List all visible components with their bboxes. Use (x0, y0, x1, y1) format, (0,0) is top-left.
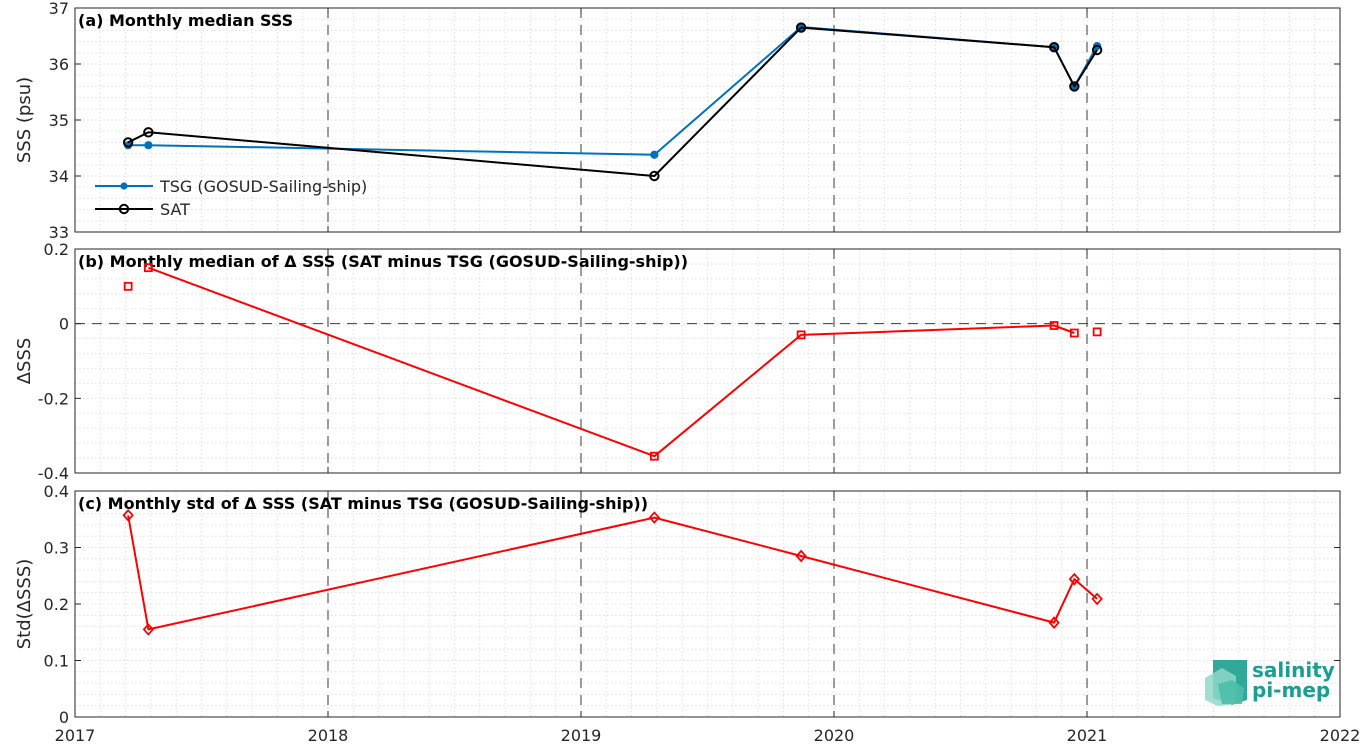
grid (74, 7, 1341, 233)
series-1 (122, 22, 1103, 182)
data-point (1069, 81, 1080, 92)
y-axis-label: SSS (psu) (14, 77, 35, 163)
plot-frame (74, 248, 1341, 474)
y-tick-label: 35 (49, 111, 69, 130)
y-tick-label: 0.3 (44, 539, 69, 558)
x-tick-label: 2022 (1320, 726, 1361, 745)
y-tick-label: -0.2 (38, 389, 69, 408)
data-point (123, 281, 133, 291)
legend-marker (120, 182, 128, 190)
data-point (144, 141, 153, 150)
legend-marker (118, 203, 130, 215)
x-axis-labels: 2017 2018 2019 2020 2021 2022 (55, 726, 1361, 745)
data-point (1048, 42, 1060, 53)
data-point (795, 549, 807, 563)
panel-a: 33 34 35 36 37 SSS (psu) (a) Monthly median SS… (14, 0, 1341, 242)
data-point (649, 170, 660, 182)
y-axis-label: ΔSSS (14, 338, 35, 385)
data-point (143, 263, 153, 273)
x-tick-label: 2020 (814, 726, 855, 745)
logo-mark-icon (1205, 660, 1247, 706)
grid (74, 490, 1341, 718)
y-tick-label: 33 (49, 223, 69, 242)
y-tick-label: -0.4 (38, 464, 69, 483)
data-point (795, 22, 807, 33)
data-point (122, 508, 134, 522)
y-tick-label: 0 (59, 708, 69, 727)
salinity-pimep-logo: salinity pi-mep (1205, 658, 1335, 706)
logo-text-line2: pi-mep (1252, 678, 1330, 702)
logo-text-line1: salinity (1252, 658, 1335, 682)
data-point (1091, 44, 1103, 56)
x-tick-label: 2021 (1067, 726, 1108, 745)
data-point (1048, 616, 1060, 629)
legend-label: SAT (160, 200, 190, 219)
series-0 (123, 263, 1102, 461)
panel-title: (a) Monthly median SSS (78, 11, 293, 30)
data-point (143, 127, 154, 138)
series-line (127, 515, 1098, 631)
series-line (127, 26, 1098, 177)
y-tick-label: 0 (59, 315, 69, 334)
panel-c: 0 0.1 0.2 0.3 0.4 Std(ΔSSS) (c) Monthly std of… (14, 482, 1341, 727)
y-tick-label: 0.2 (44, 240, 69, 259)
panel-title: (b) Monthly median of Δ SSS (SAT minus T… (78, 252, 688, 271)
grid (74, 248, 1341, 474)
data-point (1068, 572, 1081, 586)
data-point (1049, 321, 1059, 330)
data-point (648, 511, 661, 524)
y-tick-label: 0.4 (44, 482, 69, 501)
legend-label: TSG (GOSUD-Sailing-ship) (159, 177, 367, 196)
x-tick-label: 2019 (561, 726, 602, 745)
legend: TSG (GOSUD-Sailing-ship) SAT (95, 177, 367, 219)
data-point (142, 623, 155, 636)
y-tick-label: 37 (49, 0, 69, 18)
x-tick-label: 2018 (308, 726, 349, 745)
y-tick-label: 34 (49, 167, 69, 186)
panel-title: (c) Monthly std of Δ SSS (SAT minus TSG … (78, 494, 648, 513)
y-axis-label: Std(ΔSSS) (14, 559, 35, 650)
data-point (122, 137, 134, 148)
data-point (1091, 592, 1103, 606)
data-point (650, 150, 659, 159)
data-point (796, 330, 806, 340)
y-tick-label: 0.1 (44, 652, 69, 671)
data-point (1092, 327, 1102, 337)
x-tick-label: 2017 (55, 726, 96, 745)
series-0 (122, 508, 1103, 636)
series-line (148, 266, 1075, 458)
chart-panels: 33 34 35 36 37 SSS (psu) (a) Monthly median SS… (14, 0, 1341, 727)
y-tick-label: 0.2 (44, 595, 69, 614)
panel-b: -0.4 -0.2 0 0.2 ΔSSS (b) Monthly median of Δ … (14, 240, 1341, 483)
data-point (1069, 328, 1079, 338)
data-point (649, 451, 659, 461)
y-tick-label: 36 (49, 55, 69, 74)
